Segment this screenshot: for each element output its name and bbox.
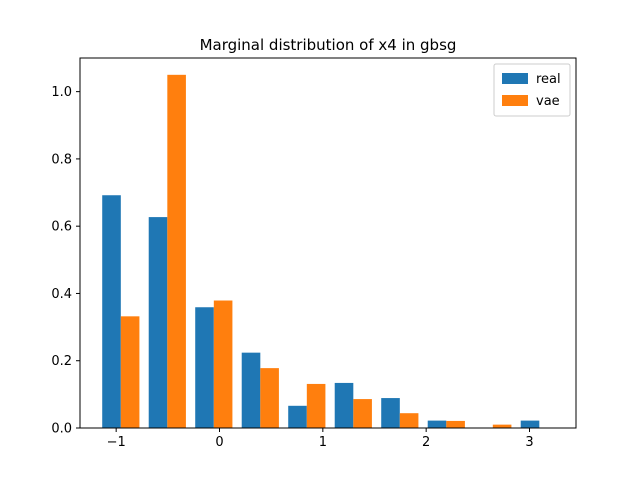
legend-swatch-vae xyxy=(502,95,528,106)
x-axis: −1 0 1 2 3 xyxy=(107,428,534,450)
y-tick-label: 1.0 xyxy=(51,85,72,100)
bar-real-4 xyxy=(288,405,307,428)
y-tick-label: 0.2 xyxy=(51,354,72,369)
plot-frame xyxy=(79,57,577,429)
bar-real-6 xyxy=(381,398,400,428)
bar-real-9 xyxy=(520,420,540,428)
bar-real-7 xyxy=(427,420,447,428)
y-tick-label: 0.6 xyxy=(51,220,72,235)
bar-real-3 xyxy=(241,352,261,428)
y-tick-label: 0.8 xyxy=(51,152,72,167)
x-tick-label: 2 xyxy=(422,435,430,450)
bar-vae-5 xyxy=(353,399,372,428)
bar-real-1 xyxy=(148,217,168,428)
x-tick-label: 1 xyxy=(319,435,327,450)
bar-real-5 xyxy=(334,382,354,428)
bar-vae-0 xyxy=(120,316,140,428)
bars-group xyxy=(102,74,540,429)
legend-label-vae: vae xyxy=(536,94,560,109)
x-tick-label: −1 xyxy=(107,435,126,450)
bar-vae-3 xyxy=(260,368,279,428)
bar-vae-7 xyxy=(446,420,465,428)
bar-vae-2 xyxy=(213,300,233,428)
y-tick-label: 0.4 xyxy=(51,287,72,302)
x-tick-label: 3 xyxy=(525,435,533,450)
bar-vae-1 xyxy=(167,74,186,429)
x-tick-label: 0 xyxy=(215,435,223,450)
legend-label-real: real xyxy=(536,72,561,87)
bar-real-0 xyxy=(102,195,121,428)
bar-vae-4 xyxy=(306,383,326,428)
chart-title: Marginal distribution of x4 in gbsg xyxy=(200,36,457,54)
bar-vae-6 xyxy=(399,413,419,428)
legend: real vae xyxy=(493,63,571,117)
y-axis: 0.0 0.2 0.4 0.6 0.8 1.0 xyxy=(51,85,80,437)
legend-swatch-real xyxy=(502,73,528,84)
bar-real-2 xyxy=(195,307,214,428)
y-tick-label: 0.0 xyxy=(51,422,72,437)
bar-vae-8 xyxy=(492,424,512,428)
